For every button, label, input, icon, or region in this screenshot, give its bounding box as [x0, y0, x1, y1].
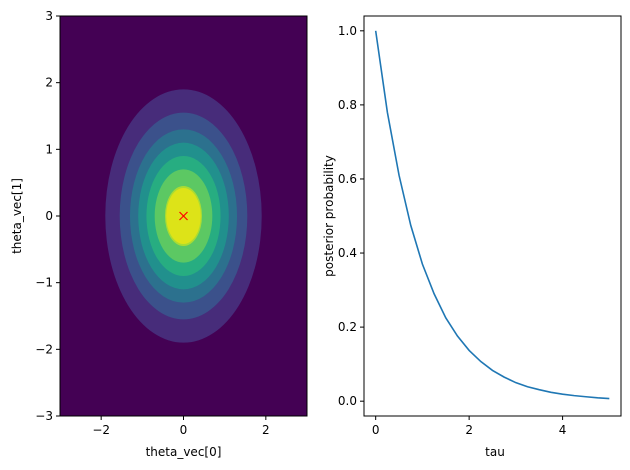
- x-tick-label: 2: [262, 423, 270, 437]
- contour-y-axis-label: theta_vec[1]: [10, 178, 24, 254]
- marker-stroke-b: [179, 211, 188, 221]
- x-tick-label: 2: [465, 423, 473, 437]
- y-tick-label: 1: [45, 142, 53, 156]
- y-tick-label: 0.8: [338, 98, 357, 112]
- posterior-y-ticks: 1.0 0.8 0.6 0.4 0.2 0.0: [338, 24, 364, 408]
- y-tick-label: −2: [35, 342, 53, 356]
- y-tick-label: 1.0: [338, 24, 357, 38]
- posterior-axes-frame: [363, 15, 622, 417]
- posterior-line-series: [374, 30, 610, 400]
- y-tick-label: 0.4: [338, 246, 357, 260]
- posterior-panel: 0 2 4 1.0 0.8 0.6 0.4 0.2 0.0 tau posterior pro…: [322, 15, 622, 459]
- x-tick-label: 4: [559, 423, 567, 437]
- y-tick-label: 0.2: [338, 320, 357, 334]
- contour-y-ticks: 3 2 1 0 −1 −2 −3: [35, 9, 60, 423]
- x-tick-label: 0: [372, 423, 380, 437]
- y-tick-label: −1: [35, 276, 53, 290]
- y-tick-label: −3: [35, 409, 53, 423]
- x-tick-label: −2: [92, 423, 110, 437]
- posterior-x-ticks: 0 2 4: [372, 416, 567, 437]
- contour-x-ticks: −2 0 2: [92, 416, 270, 437]
- contour-x-axis-label: theta_vec[0]: [146, 445, 222, 459]
- y-tick-label: 2: [45, 76, 53, 90]
- contour-panel: −2 0 2 3 2 1 0 −1 −2 −3 theta_vec[0] theta_vec[1…: [10, 9, 308, 459]
- y-tick-label: 3: [45, 9, 53, 23]
- y-tick-label: 0.6: [338, 172, 357, 186]
- y-tick-label: 0: [45, 209, 53, 223]
- y-tick-label: 0.0: [338, 394, 357, 408]
- x-tick-label: 0: [180, 423, 188, 437]
- mean-marker: [179, 211, 188, 221]
- posterior-line: [374, 30, 610, 400]
- posterior-x-axis-label: tau: [485, 445, 505, 459]
- posterior-y-axis-label: posterior probability: [322, 155, 336, 277]
